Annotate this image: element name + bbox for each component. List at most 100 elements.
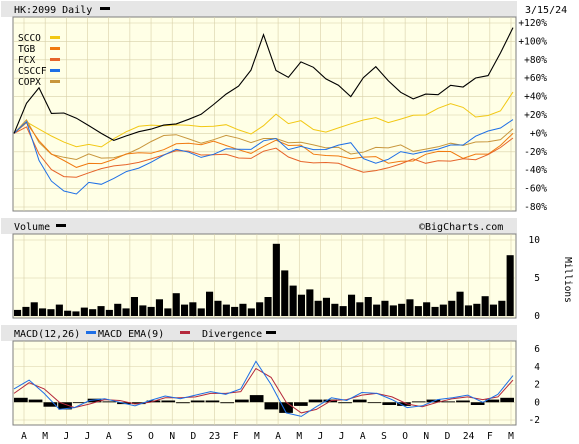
price-title: HK:2099 Daily [14, 5, 92, 16]
volume-y-tick: 10 [529, 235, 541, 246]
volume-bar [64, 310, 72, 316]
series-line-hk2099 [13, 27, 514, 142]
volume-bar [339, 306, 347, 316]
legend-swatch-csccf [50, 69, 60, 72]
price-y-tick: +80% [524, 55, 547, 66]
volume-bar [481, 296, 489, 316]
price-y-tick: +20% [524, 110, 547, 121]
divergence-bar [367, 402, 382, 404]
series-line-tgb [13, 121, 514, 168]
legend-label-scco: SCCO [18, 33, 41, 44]
x-tick-label: N [169, 431, 175, 442]
macd-y-tick: 0 [534, 397, 540, 408]
macd-panel [12, 340, 517, 426]
volume-bar [39, 308, 47, 316]
volume-bar [239, 303, 247, 316]
volume-header-bar [1, 218, 517, 234]
volume-bar [423, 302, 431, 316]
volume-bar [498, 300, 506, 316]
divergence-bar [485, 399, 500, 403]
volume-bar [130, 297, 138, 316]
volume-bar [181, 304, 189, 316]
x-tick-label: M [254, 431, 260, 442]
volume-y-tick: 0 [534, 311, 540, 322]
divergence-bar [500, 397, 514, 403]
divergence-bar [397, 402, 411, 406]
series-line-csccf [13, 119, 514, 195]
price-panel [12, 16, 517, 212]
legend-swatch-scco [50, 36, 60, 39]
volume-bar [322, 297, 330, 316]
volume-bar [231, 306, 239, 316]
volume-bar [356, 302, 364, 316]
divergence-bar [43, 402, 58, 407]
divergence-bar [14, 397, 28, 403]
price-grid [14, 17, 515, 211]
macd-y-tick: 4 [534, 362, 540, 373]
volume-bar [348, 294, 356, 316]
ema-swatch [180, 331, 190, 334]
legend-swatch-tgb [50, 47, 60, 50]
volume-bar [14, 309, 22, 316]
price-y-tick: -80% [524, 202, 547, 213]
volume-bar [105, 309, 113, 316]
price-y-tick: +120% [518, 18, 547, 29]
series-line-scco [13, 91, 514, 148]
divergence-bar [308, 399, 323, 403]
volume-bar [414, 306, 422, 316]
legend-label-csccf: CSCCF [18, 66, 47, 77]
price-y-tick: +0% [530, 128, 547, 139]
volume-bar [155, 299, 163, 316]
date-label: 3/15/24 [525, 5, 567, 16]
volume-y-label: Millions [562, 257, 573, 303]
series-line-fcx [13, 126, 514, 178]
volume-bar [147, 306, 155, 316]
volume-bar [80, 307, 88, 316]
volume-title: Volume [14, 222, 50, 233]
divergence-bar [249, 395, 264, 403]
macd-swatch [86, 331, 96, 334]
volume-bar [22, 306, 30, 316]
volume-bar [506, 255, 514, 316]
volume-y-axis: 10 5 0 [529, 235, 541, 322]
volume-bar [464, 305, 472, 316]
x-tick-label: J [318, 431, 324, 442]
legend-label-fcx: FCX [18, 55, 35, 66]
volume-bar [55, 304, 63, 316]
x-tick-label: A [106, 431, 112, 442]
volume-bar [456, 291, 464, 316]
divergence-bar [190, 400, 205, 403]
volume-bar [247, 308, 255, 316]
x-tick-label: 23 [209, 431, 220, 442]
volume-bar [272, 243, 280, 316]
volume-bar [206, 291, 214, 316]
divergence-bar [470, 402, 485, 405]
x-tick-label: J [63, 431, 69, 442]
x-tick-label: O [402, 431, 408, 442]
volume-bar [264, 297, 272, 316]
volume-bar [139, 305, 147, 316]
x-tick-label: M [508, 431, 514, 442]
x-tick-label: D [445, 431, 451, 442]
volume-bar [381, 300, 389, 316]
divergence-bar [220, 402, 234, 404]
volume-bar [331, 303, 339, 316]
price-title-swatch [100, 7, 110, 10]
divergence-bar [338, 402, 352, 404]
x-tick-label: J [339, 431, 345, 442]
x-tick-label: J [85, 431, 91, 442]
x-tick-label: M [42, 431, 48, 442]
divergence-bar [382, 402, 397, 405]
x-tick-label: 24 [463, 431, 475, 442]
x-axis-labels: A M J J A S O N D 23 F M A M J J A S O N D 24 F M [21, 431, 514, 442]
divergence-bar [58, 402, 72, 410]
volume-bars [14, 243, 514, 316]
divergence-bar [87, 398, 102, 403]
x-tick-label: N [423, 431, 429, 442]
macd-lines [13, 360, 514, 417]
macd-y-tick: 6 [534, 344, 540, 355]
x-tick-label: F [233, 431, 239, 442]
x-tick-label: F [487, 431, 493, 442]
volume-bar [489, 304, 497, 316]
